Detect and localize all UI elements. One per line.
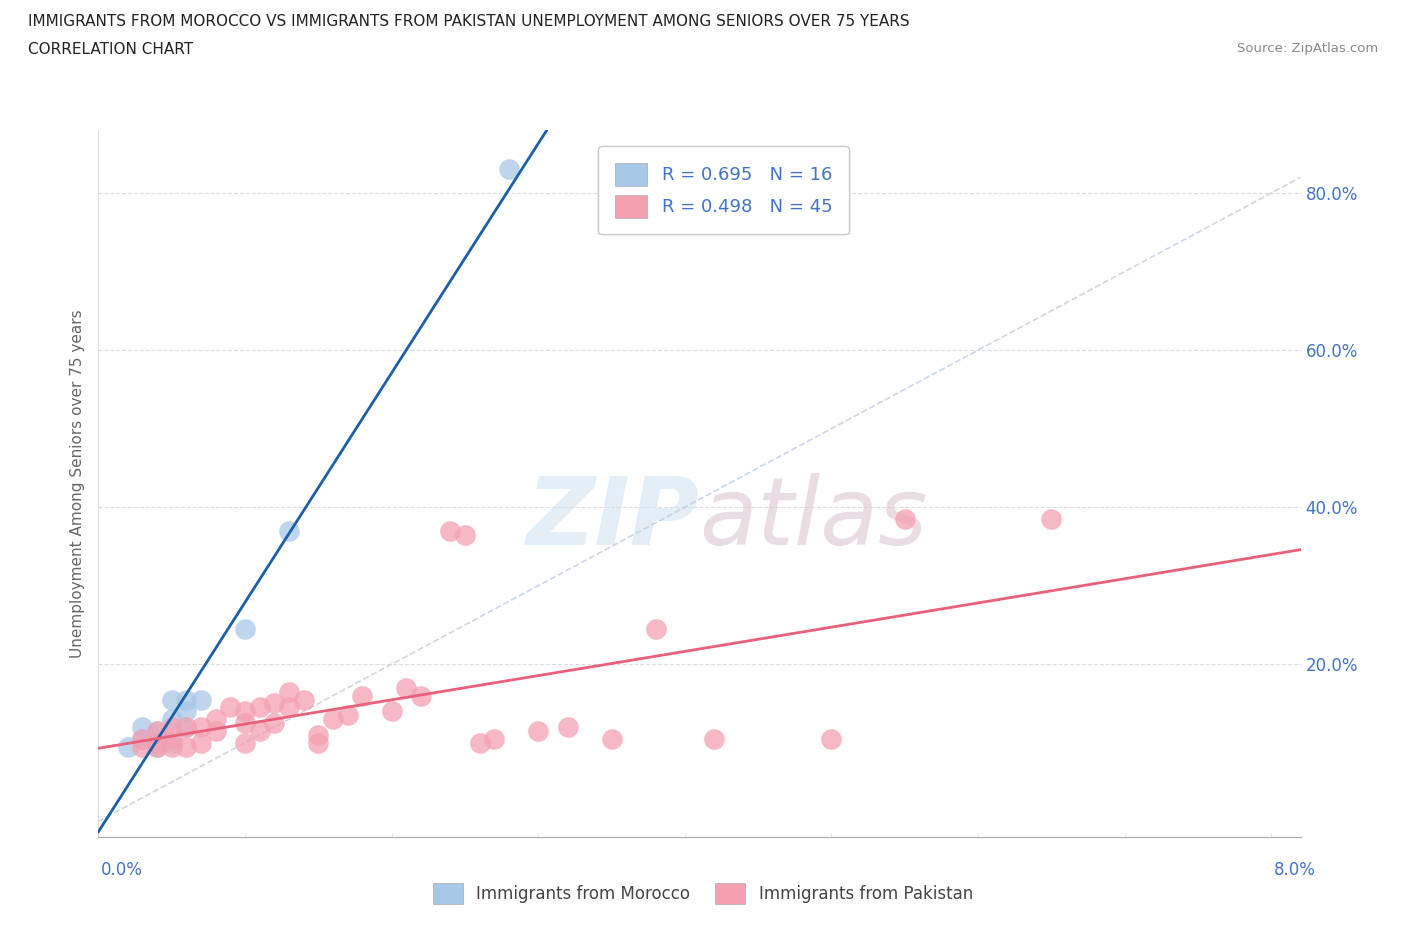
Point: [557, 720, 579, 735]
Point: [190, 720, 212, 735]
Text: atlas: atlas: [700, 473, 928, 565]
Legend: Immigrants from Morocco, Immigrants from Pakistan: Immigrants from Morocco, Immigrants from…: [425, 874, 981, 912]
Text: IMMIGRANTS FROM MOROCCO VS IMMIGRANTS FROM PAKISTAN UNEMPLOYMENT AMONG SENIORS O: IMMIGRANTS FROM MOROCCO VS IMMIGRANTS FR…: [28, 14, 910, 29]
Point: [190, 692, 212, 707]
Point: [278, 684, 301, 699]
Point: [160, 720, 183, 735]
Point: [395, 681, 418, 696]
Point: [146, 739, 169, 754]
Point: [176, 739, 198, 754]
Point: [176, 704, 198, 719]
Point: [146, 724, 169, 738]
Point: [1040, 512, 1063, 526]
Point: [160, 711, 183, 726]
Point: [249, 700, 271, 715]
Point: [439, 524, 461, 538]
Point: [204, 724, 226, 738]
Point: [204, 711, 226, 726]
Point: [527, 724, 550, 738]
Point: [278, 524, 301, 538]
Point: [336, 708, 359, 723]
Point: [278, 700, 301, 715]
Point: [146, 736, 169, 751]
Point: [131, 720, 153, 735]
Point: [249, 724, 271, 738]
Point: [131, 731, 153, 746]
Point: [160, 731, 183, 746]
Point: [292, 692, 315, 707]
Point: [409, 688, 432, 703]
Point: [263, 696, 285, 711]
Point: [160, 736, 183, 751]
Point: [160, 739, 183, 754]
Point: [454, 527, 477, 542]
Point: [381, 704, 404, 719]
Point: [117, 739, 139, 754]
Y-axis label: Unemployment Among Seniors over 75 years: Unemployment Among Seniors over 75 years: [69, 310, 84, 658]
Point: [484, 731, 506, 746]
Point: [644, 621, 666, 636]
Point: [146, 739, 169, 754]
Text: 8.0%: 8.0%: [1274, 860, 1316, 879]
Point: [600, 731, 623, 746]
Point: [233, 704, 256, 719]
Point: [263, 716, 285, 731]
Legend: R = 0.695   N = 16, R = 0.498   N = 45: R = 0.695 N = 16, R = 0.498 N = 45: [599, 146, 849, 234]
Point: [131, 739, 153, 754]
Point: [176, 692, 198, 707]
Point: [219, 700, 242, 715]
Text: Source: ZipAtlas.com: Source: ZipAtlas.com: [1237, 42, 1378, 55]
Text: 0.0%: 0.0%: [101, 860, 143, 879]
Point: [233, 621, 256, 636]
Point: [176, 720, 198, 735]
Point: [176, 720, 198, 735]
Point: [307, 727, 329, 742]
Point: [468, 736, 491, 751]
Point: [352, 688, 374, 703]
Point: [160, 692, 183, 707]
Text: ZIP: ZIP: [527, 473, 700, 565]
Point: [893, 512, 915, 526]
Point: [190, 736, 212, 751]
Point: [820, 731, 842, 746]
Point: [703, 731, 725, 746]
Point: [233, 716, 256, 731]
Point: [498, 162, 520, 177]
Point: [131, 731, 153, 746]
Point: [322, 711, 344, 726]
Point: [233, 736, 256, 751]
Point: [146, 724, 169, 738]
Point: [307, 736, 329, 751]
Point: [146, 736, 169, 751]
Text: CORRELATION CHART: CORRELATION CHART: [28, 42, 193, 57]
